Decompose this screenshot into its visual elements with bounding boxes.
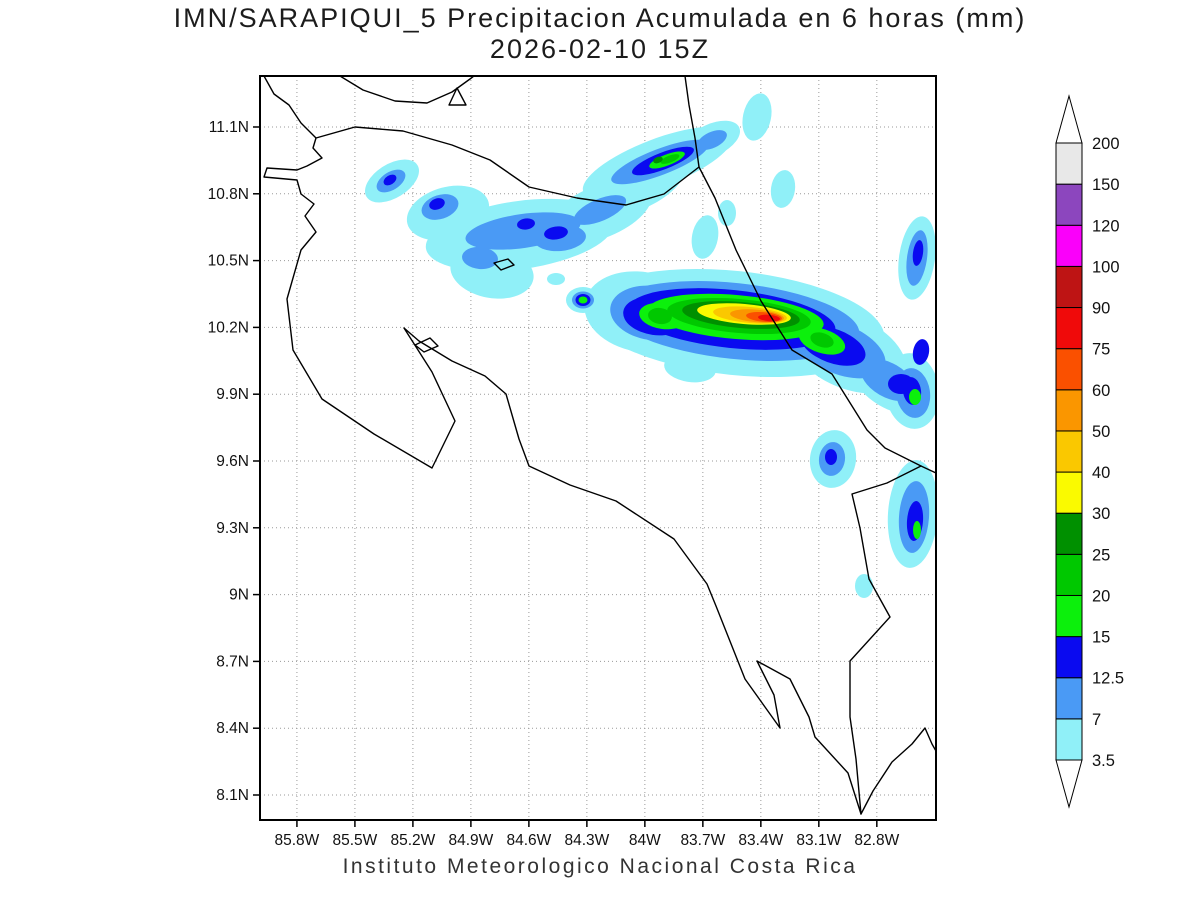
colorbar-cap-top: [1055, 94, 1083, 144]
precip-cell-75mm: [758, 314, 780, 322]
precip-cell-3.5mm: [742, 93, 772, 141]
lon-tick-label: 82.8W: [854, 832, 899, 849]
colorbar-label: 12.5: [1092, 670, 1124, 688]
precip-cell-12.5mm: [825, 449, 837, 465]
precip-cell-12.5mm: [912, 240, 924, 266]
colorbar-segment: [1055, 265, 1083, 309]
lat-tick-label: 10.2N: [208, 319, 249, 336]
lat-tick-label: 9.3N: [216, 520, 249, 537]
lon-tick-label: 84.6W: [506, 832, 551, 849]
colorbar-segment: [1055, 348, 1083, 391]
colorbar-segment: [1055, 142, 1083, 185]
lon-tick-label: 83.7W: [680, 832, 725, 849]
colorbar-label: 150: [1092, 176, 1120, 194]
colorbar-segment: [1055, 512, 1083, 555]
coastline-layer: [263, 76, 936, 815]
lat-tick-label: 10.5N: [208, 253, 249, 270]
lat-tick-label: 11.1N: [209, 119, 249, 136]
colorbar-label: 60: [1092, 382, 1110, 400]
lon-tick-label: 85.5W: [333, 832, 378, 849]
colorbar-segment: [1055, 677, 1083, 720]
lon-tick-label: 84.9W: [448, 832, 493, 849]
precip-cell-15mm: [913, 521, 921, 539]
lat-tick-label: 9.6N: [216, 453, 249, 470]
lat-tick-label: 9N: [229, 587, 249, 604]
precip-cell-7mm: [697, 130, 727, 150]
chira-island: [414, 337, 439, 353]
precip-cell-3.5mm: [691, 215, 719, 259]
precip-cell-12.5mm: [429, 198, 445, 210]
colorbar-label: 200: [1092, 135, 1120, 153]
costa-rica-coastline: [263, 126, 922, 815]
precip-cell-12.5mm: [517, 218, 535, 230]
precip-cell-15mm: [909, 389, 921, 405]
precip-cell-7mm: [462, 246, 498, 270]
lon-tick-label: 83.4W: [738, 832, 783, 849]
colorbar: 3.5 7 12.5 15 20 25 30 40 50 60 75 90 100 120 150 200: [1055, 94, 1124, 809]
precip-cell-20mm: [648, 307, 672, 325]
precip-cell-20mm: [810, 332, 834, 348]
colorbar-label: 120: [1092, 217, 1120, 235]
title-block: IMN/SARAPIQUI_5 Precipitacion Acumulada …: [0, 3, 1200, 65]
map-frame-border: [259, 75, 937, 821]
colorbar-segment: [1055, 389, 1083, 432]
precip-cell-12.5mm: [912, 339, 930, 365]
lon-tick-label: 85.8W: [275, 832, 320, 849]
colorbar-label: 30: [1092, 505, 1110, 523]
colorbar-label: 100: [1092, 258, 1120, 276]
colorbar-label: 3.5: [1092, 752, 1115, 770]
nicaragua-pacific-coast: [263, 76, 317, 139]
lake-nicaragua-shore: [339, 76, 475, 104]
colorbar-segment: [1055, 718, 1083, 761]
colorbar-cap-bottom: [1055, 759, 1083, 809]
colorbar-label: 25: [1092, 546, 1110, 564]
colorbar-segment: [1055, 594, 1083, 638]
lat-tick-label: 8.7N: [216, 653, 249, 670]
precip-cell-12.5mm: [383, 174, 397, 186]
precip-cell-25mm: [653, 156, 663, 164]
colorbar-segment: [1055, 636, 1083, 679]
colorbar-segment: [1055, 224, 1083, 267]
colorbar-label: 40: [1092, 464, 1110, 482]
colorbar-label: 15: [1092, 629, 1110, 647]
colorbar-segment: [1055, 553, 1083, 596]
arenal-lake: [493, 258, 515, 271]
nicaragua-caribbean-coast: [684, 76, 700, 168]
lat-tick-label: 8.1N: [216, 787, 249, 804]
map-title: IMN/SARAPIQUI_5 Precipitacion Acumulada …: [173, 3, 1027, 33]
colorbar-segment: [1055, 307, 1083, 350]
lon-tick-label: 84W: [629, 832, 661, 849]
footer-credit: Instituto Meteorologico Nacional Costa R…: [342, 855, 858, 878]
colorbar-segment: [1055, 471, 1083, 514]
panama-caribbean-coast: [920, 465, 936, 474]
lon-tick-label: 83.1W: [796, 832, 841, 849]
colorbar-segment: [1055, 430, 1083, 473]
precip-cell-3.5mm: [770, 170, 796, 208]
precip-cell-20mm: [660, 154, 680, 164]
colorbar-segment: [1055, 183, 1083, 226]
precip-cell-3.5mm: [547, 273, 565, 285]
lon-tick-label: 84.3W: [564, 832, 609, 849]
colorbar-label: 7: [1092, 711, 1101, 729]
colorbar-label: 50: [1092, 423, 1110, 441]
lat-tick-label: 10.8N: [208, 186, 249, 203]
lon-tick-label: 85.2W: [390, 832, 435, 849]
lat-tick-label: 9.9N: [216, 386, 249, 403]
precip-cell-3.5mm: [855, 574, 873, 598]
lake-island: [448, 87, 467, 106]
precipitation-layer: [365, 93, 936, 598]
map-subtitle: 2026-02-10 15Z: [489, 34, 711, 64]
precip-cell-15mm: [578, 296, 588, 304]
colorbar-label: 90: [1092, 300, 1110, 318]
panama-pacific-coast: [860, 727, 936, 815]
colorbar-label: 75: [1092, 341, 1110, 359]
precip-cell-12.5mm: [544, 226, 568, 240]
precip-cell-3.5mm: [718, 200, 736, 226]
lat-tick-label: 8.4N: [216, 720, 249, 737]
axis-layer: 85.8W 85.5W 85.2W 84.9W 84.6W 84.3W 84W 83.7W 83…: [208, 119, 900, 849]
colorbar-label: 20: [1092, 587, 1110, 605]
precip-cell-3.5mm: [664, 353, 716, 383]
